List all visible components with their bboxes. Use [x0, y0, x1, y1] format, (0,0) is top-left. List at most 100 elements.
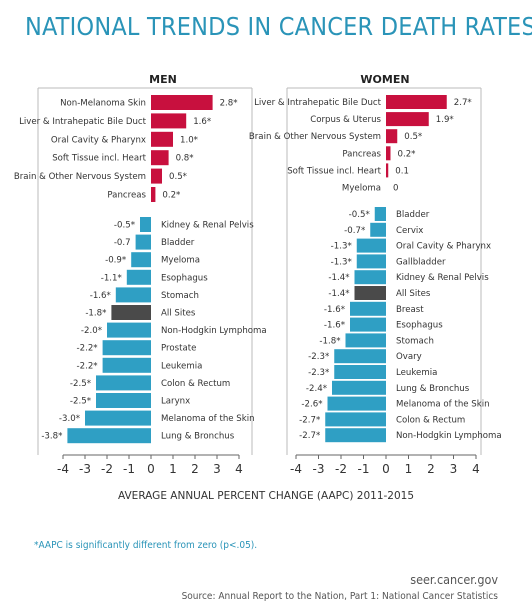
category-label: Pancreas	[107, 191, 146, 201]
men-panel: MEN -4 -3 -2 -1 0 1 2 3 4 Non-Melanoma Skin 2.8* Liv…	[14, 73, 267, 476]
bar-brain-and-other-nervous-system	[386, 129, 398, 144]
value-label: -3.8*	[41, 432, 63, 442]
x-tick-label: 0	[382, 462, 390, 476]
x-tick-label: 2	[427, 462, 435, 476]
category-label: Ovary	[396, 352, 422, 362]
site-url: seer.cancer.gov	[410, 572, 498, 587]
value-label: 1.9*	[436, 115, 455, 125]
bar-lung-and-bronchus	[332, 380, 386, 395]
value-label: -1.6*	[324, 321, 346, 331]
value-label: -2.4*	[306, 384, 328, 394]
bar-myeloma	[131, 252, 151, 268]
value-label: -2.7*	[299, 415, 321, 425]
source-note: Source: Annual Report to the Nation, Par…	[181, 591, 498, 602]
value-label: 1.0*	[180, 135, 199, 145]
bar-breast	[350, 301, 386, 316]
category-label: Liver & Intrahepatic Bile Duct	[19, 117, 147, 127]
bar-pancreas	[151, 187, 156, 202]
bar-oral-cavity-and-pharynx	[151, 131, 173, 147]
category-label: Liver & Intrahepatic Bile Duct	[254, 98, 382, 108]
category-label: Soft Tissue incl. Heart	[52, 154, 146, 164]
panel-title: MEN	[149, 73, 177, 86]
x-tick-label: -3	[313, 462, 325, 476]
category-label: Corpus & Uterus	[310, 115, 381, 125]
x-tick-label: 0	[147, 462, 155, 476]
category-label: Leukemia	[396, 368, 437, 378]
x-tick-label: -1	[123, 462, 135, 476]
category-label: Bladder	[161, 238, 195, 248]
x-tick-label: 4	[472, 462, 480, 476]
category-label: Brain & Other Nervous System	[249, 132, 381, 142]
x-tick-label: -3	[79, 462, 91, 476]
category-label: Non-Melanoma Skin	[60, 99, 146, 109]
value-label: 0.8*	[176, 154, 195, 164]
category-label: Lung & Bronchus	[161, 432, 235, 442]
bar-kidney-and-renal-pelvis	[140, 217, 151, 232]
bar-colon-and-rectum	[325, 412, 386, 427]
bar-corpus-and-uterus	[386, 112, 429, 127]
bar-stomach	[345, 333, 386, 348]
category-label: Pancreas	[342, 149, 381, 159]
value-label: -0.9*	[105, 256, 127, 266]
bar-prostate	[102, 340, 151, 356]
x-tick-label: -4	[57, 462, 69, 476]
category-label: Leukemia	[161, 361, 202, 371]
women-panel: WOMEN -4 -3 -2 -1 0 1 2 3 4 Liver & Intrahepatic B…	[249, 73, 502, 476]
value-label: -2.5*	[70, 397, 92, 407]
value-label: -1.8*	[319, 336, 341, 346]
category-label: Non-Hodgkin Lymphoma	[161, 326, 267, 336]
category-label: Oral Cavity & Pharynx	[396, 242, 491, 252]
bar-liver-and-intrahepatic-bile-duct	[386, 95, 447, 109]
category-label: Larynx	[161, 397, 190, 407]
bar-cervix	[370, 222, 386, 237]
bar-oral-cavity-and-pharynx	[356, 238, 386, 253]
bar-bladder	[374, 207, 386, 221]
bar-larynx	[96, 393, 151, 408]
category-label: Colon & Rectum	[161, 379, 230, 389]
value-label: 0.1	[395, 166, 409, 176]
x-tick-label: -1	[358, 462, 370, 476]
bar-esophagus	[126, 269, 151, 285]
value-label: 0.5*	[404, 132, 423, 142]
value-label: 2.8*	[220, 99, 239, 109]
bar-esophagus	[350, 317, 386, 332]
category-label: Breast	[396, 305, 424, 315]
category-label: Kidney & Renal Pelvis	[161, 221, 254, 231]
value-label: 0.2*	[398, 149, 417, 159]
category-label: Non-Hodgkin Lymphoma	[396, 431, 502, 441]
bar-bladder	[135, 234, 151, 250]
bar-soft-tissue-incl-heart	[151, 150, 169, 166]
x-tick-label: -2	[101, 462, 113, 476]
value-label: -1.4*	[328, 289, 350, 299]
x-tick-label: 2	[191, 462, 199, 476]
bar-melanoma-of-the-skin	[85, 410, 151, 426]
value-label: -1.6*	[324, 305, 346, 315]
category-label: Cervix	[396, 226, 423, 236]
value-label: -2.3*	[308, 368, 330, 378]
bar-lung-and-bronchus	[67, 428, 151, 444]
bar-liver-and-intrahepatic-bile-duct	[151, 113, 187, 129]
x-tick-label: 3	[213, 462, 221, 476]
category-label: Prostate	[161, 344, 196, 354]
bar-colon-and-rectum	[96, 375, 151, 391]
panel-title: WOMEN	[360, 73, 409, 86]
value-label: -2.2*	[77, 361, 99, 371]
category-label: Oral Cavity & Pharynx	[51, 135, 146, 145]
bar-non-hodgkin-lymphoma	[325, 428, 386, 443]
bar-all-sites	[111, 305, 151, 320]
value-label: -1.6*	[90, 291, 112, 301]
value-label: 0	[393, 184, 398, 194]
category-label: Brain & Other Nervous System	[14, 172, 146, 182]
category-label: Esophagus	[161, 273, 208, 283]
value-label: -1.3*	[331, 257, 353, 267]
value-label: -0.5*	[114, 221, 136, 231]
value-label: -2.3*	[308, 352, 330, 362]
value-label: -2.6*	[301, 400, 323, 410]
bar-stomach	[115, 287, 151, 303]
bar-melanoma-of-the-skin	[327, 396, 386, 411]
value-label: -1.4*	[328, 273, 350, 283]
bar-kidney-and-renal-pelvis	[354, 270, 386, 285]
category-label: Kidney & Renal Pelvis	[396, 273, 489, 283]
x-tick-label: 4	[235, 462, 243, 476]
category-label: Melanoma of the Skin	[396, 400, 490, 410]
